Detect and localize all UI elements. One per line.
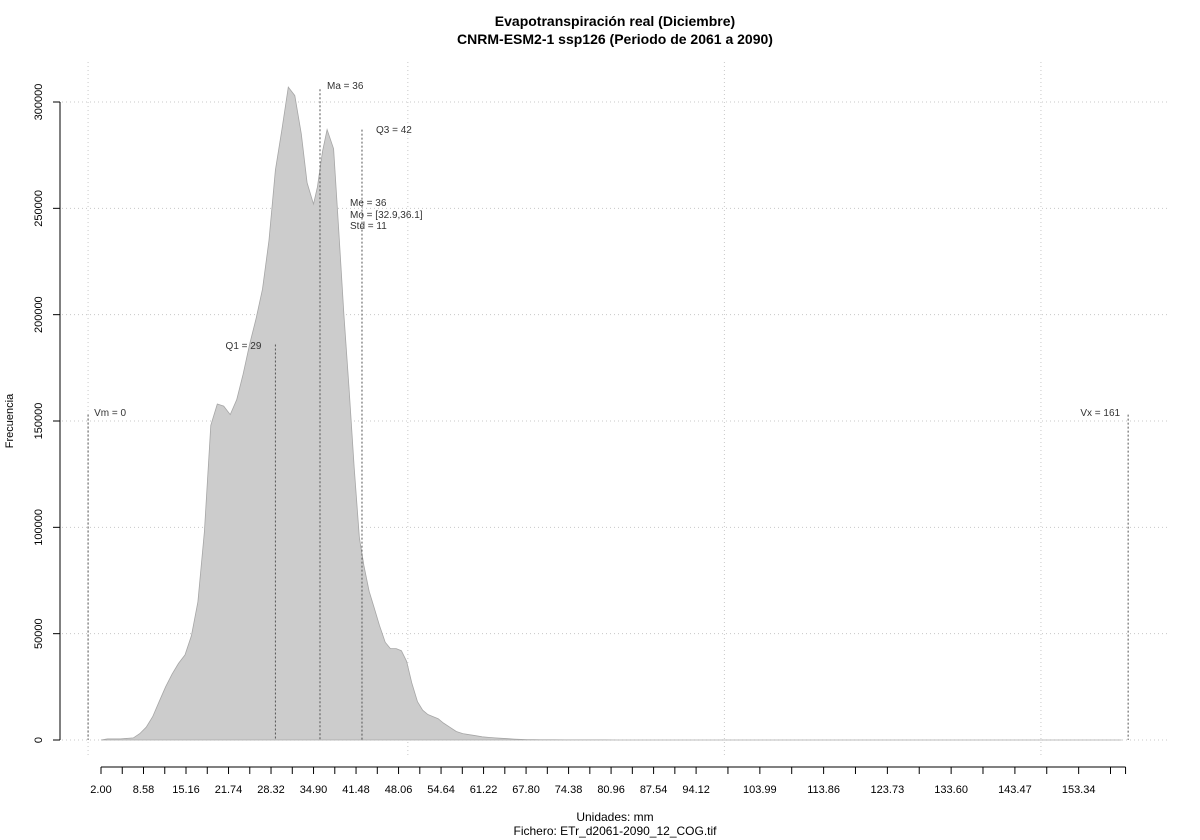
chart-title: Evapotranspiración real (Diciembre) [494,13,736,29]
x-tick-label: 94.12 [682,784,710,796]
x-tick-label: 113.86 [807,784,840,796]
annotation-label-vx: Vx = 161 [1080,408,1120,419]
x-tick-label: 41.48 [342,784,370,796]
x-tick-label: 34.90 [300,784,328,796]
x-tick-label: 133.60 [934,784,968,796]
chart-subtitle: CNRM-ESM2-1 ssp126 (Periodo de 2061 a 20… [457,31,773,47]
y-axis-label: Frecuencia [4,393,16,448]
x-tick-label: 54.64 [427,784,455,796]
x-tick-label: 67.80 [512,784,540,796]
annotation-label-ma: Ma = 36 [327,81,364,92]
annotation-label-me: Me = 36 [350,198,387,209]
y-tick-label: 300000 [33,84,45,121]
annotation-label-q1: Q1 = 29 [226,341,262,352]
x-tick-label: 87.54 [640,784,668,796]
y-tick-label: 150000 [33,403,45,440]
x-axis-label: Unidades: mm [576,810,654,824]
x-tick-label: 143.47 [998,784,1032,796]
x-tick-label: 61.22 [470,784,498,796]
annotation-label-std: Std = 11 [350,221,387,232]
x-tick-label: 74.38 [555,784,583,796]
y-tick-label: 50000 [33,618,45,649]
y-tick-label: 200000 [33,296,45,333]
x-tick-label: 80.96 [597,784,625,796]
x-tick-label: 8.58 [133,784,154,796]
annotation-label-vm: Vm = 0 [94,408,126,419]
x-tick-label: 28.32 [257,784,285,796]
y-tick-label: 100000 [33,509,45,546]
y-tick-label: 0 [33,737,45,743]
file-label: Fichero: ETr_d2061-2090_12_COG.tif [513,824,717,838]
x-tick-label: 21.74 [215,784,243,796]
y-tick-label: 250000 [33,190,45,227]
x-tick-label: 153.34 [1062,784,1096,796]
density-area [100,86,1122,741]
x-tick-label: 2.00 [90,784,111,796]
x-tick-label: 103.99 [743,784,777,796]
x-tick-label: 48.06 [385,784,413,796]
x-tick-label: 15.16 [172,784,200,796]
annotation-label-q3: Q3 = 42 [376,125,412,136]
annotation-label-mo: Mo = [32.9,36.1] [350,210,423,221]
x-tick-label: 123.73 [871,784,905,796]
